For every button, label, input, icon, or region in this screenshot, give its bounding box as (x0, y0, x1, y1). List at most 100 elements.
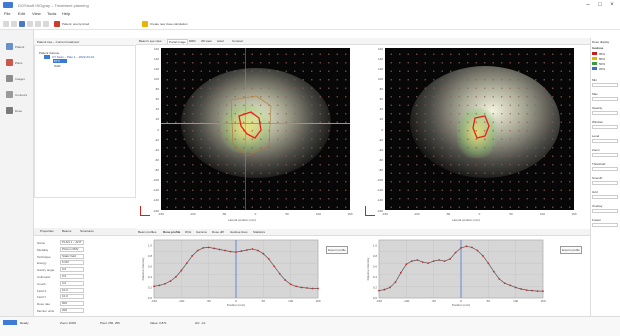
profile-point (278, 272, 281, 275)
tab-axial[interactable]: Axial (217, 39, 224, 43)
vertical-cursor-line[interactable] (245, 48, 246, 210)
tab-dose-profile[interactable]: Dose profile (163, 230, 181, 234)
property-value-field[interactable]: Photon 6MV (60, 246, 84, 252)
option-field[interactable] (592, 111, 618, 115)
option-field[interactable] (592, 125, 618, 129)
profile-point (158, 284, 161, 287)
tab-isodose-lines[interactable]: Isodose lines (230, 230, 248, 234)
option-label: Threshold (592, 162, 606, 166)
property-value-field[interactable]: PLAN 1 – ANT (60, 240, 84, 245)
legend-swatch (592, 62, 597, 65)
tab-beam-profiles[interactable]: Beam profiles (138, 230, 157, 234)
profile-plot-right[interactable]: 0.0 0.2 0.4 0.6 0.8 1.0 -150 -100 -50 0 50 100 150 Po… (365, 238, 565, 312)
property-value-field[interactable]: 0.0 (60, 267, 84, 273)
tab-3d-view[interactable]: 3D view (201, 39, 212, 43)
option-field[interactable] (592, 195, 618, 199)
menu-help[interactable]: Help (62, 11, 71, 16)
y-tick-label: 100 (377, 76, 383, 81)
property-label: Field Y (37, 295, 47, 300)
toolbar-patient-label[interactable]: Patient: anonymized (62, 22, 90, 26)
property-value-field[interactable]: 200 (60, 308, 84, 313)
status-app-icon (3, 320, 17, 325)
menu-view[interactable]: View (32, 11, 41, 16)
profile-point (454, 251, 457, 254)
profile-point (481, 254, 484, 257)
open-icon[interactable] (11, 21, 17, 27)
y-tick-label: 0.6 (148, 264, 153, 268)
tab-dvh[interactable]: DVH (185, 230, 192, 234)
tab-beams[interactable]: Beams (62, 229, 72, 233)
export-profile-button-left[interactable]: Export profile (326, 246, 348, 254)
profile-plot-left[interactable]: 0.0 0.2 0.4 0.6 0.8 1.0 -150 -100 -50 0 50 100 150 Po… (140, 238, 340, 312)
tab-portal-image[interactable]: Portal image (167, 39, 188, 44)
profile-point (399, 271, 402, 274)
property-value-field[interactable]: 0.0 (60, 280, 84, 286)
legend-swatch (592, 67, 597, 70)
property-value-field[interactable]: 600 (60, 301, 84, 307)
option-field[interactable] (592, 167, 618, 171)
property-value-field[interactable]: 6 MV (60, 260, 84, 266)
profile-point (514, 286, 517, 289)
option-field[interactable] (592, 209, 618, 213)
save-icon[interactable] (19, 21, 25, 27)
property-value-field[interactable]: 0.0 (60, 274, 84, 279)
tab-properties[interactable]: Properties (40, 229, 54, 233)
rail-item-patient[interactable]: Patient (3, 42, 31, 56)
property-value-field[interactable]: 10.0 (60, 294, 84, 300)
export-profile-button-right[interactable]: Export profile (560, 246, 582, 254)
x-tick-label: 150 (540, 299, 545, 303)
y-tick-label: 0.2 (373, 285, 378, 289)
tree-item-oar[interactable]: OAR (54, 64, 61, 68)
undo-icon[interactable] (27, 21, 33, 27)
rail-item-images[interactable]: Images (3, 74, 31, 88)
property-value-field[interactable]: 10.0 (60, 287, 84, 293)
close-button[interactable]: × (610, 2, 614, 8)
tree-item-ct[interactable]: CT Scan – Plan 1 – 2022-03-01 (52, 55, 95, 59)
calculate-icon[interactable] (142, 21, 148, 27)
tab-coronal[interactable]: Coronal (232, 39, 243, 43)
portal-image-right[interactable] (385, 48, 574, 210)
menu-tools[interactable]: Tools (47, 11, 57, 16)
y-tick-label: 160 (377, 46, 383, 51)
images-rail-icon (6, 75, 13, 82)
toolbar-calc-label[interactable]: Create new dose calculation (150, 22, 188, 26)
print-icon[interactable] (43, 21, 49, 27)
y-tick-label: 80 (379, 87, 383, 91)
profile-point (531, 289, 533, 292)
new-icon[interactable] (3, 21, 9, 27)
profile-point (536, 290, 539, 293)
x-tick-label: 100 (315, 212, 321, 216)
y-tick-label: 0.4 (148, 275, 153, 279)
patient-icon[interactable] (54, 21, 60, 27)
profile-point (196, 249, 199, 252)
rail-item-dose[interactable]: Dose (3, 106, 31, 120)
status-zoom: Zoom 100% (60, 321, 77, 325)
option-field[interactable] (592, 83, 618, 87)
portal-image-left[interactable] (161, 48, 350, 210)
rail-item-plans[interactable]: Plans (3, 58, 31, 72)
tab-dose-diff[interactable]: Dose diff (212, 230, 224, 234)
menu-edit[interactable]: Edit (18, 11, 25, 16)
horizontal-cursor-line[interactable] (161, 123, 350, 124)
property-value-field[interactable]: Static field (60, 253, 84, 259)
profile-point (465, 245, 468, 248)
tree-root[interactable]: Patient Volume (39, 51, 60, 55)
option-field[interactable] (592, 139, 618, 143)
rail-item-contours[interactable]: Contours (3, 90, 31, 104)
tab-gamma[interactable]: Gamma (196, 230, 207, 234)
option-field[interactable] (592, 181, 618, 185)
tree-item-ptv[interactable]: PTV (54, 59, 60, 63)
option-field[interactable] (592, 153, 618, 157)
tab-beams-eye-view[interactable]: Beam's eye view (139, 39, 162, 43)
option-label: Min (592, 78, 597, 82)
option-field[interactable] (592, 223, 618, 227)
minimize-button[interactable]: – (586, 2, 590, 8)
redo-icon[interactable] (35, 21, 41, 27)
tab-structures[interactable]: Structures (80, 229, 94, 233)
y-tick-label: -120 (376, 188, 383, 193)
tab-statistics[interactable]: Statistics (253, 230, 266, 234)
maximize-button[interactable]: □ (598, 2, 602, 8)
menu-file[interactable]: File (4, 11, 11, 16)
tab-drr[interactable]: DRR (189, 39, 196, 43)
option-field[interactable] (592, 97, 618, 101)
